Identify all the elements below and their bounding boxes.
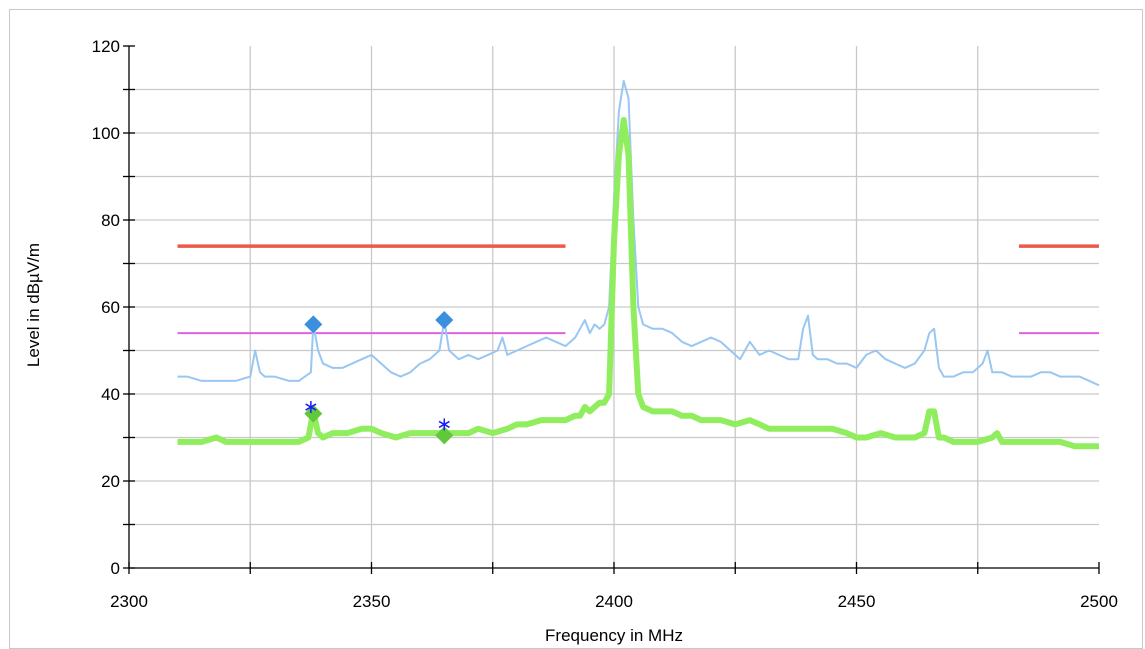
y-tick-label: 20: [101, 472, 120, 491]
x-tick-label: 2300: [110, 592, 148, 611]
trace-line: [177, 79, 1100, 387]
diamond-marker: [304, 404, 323, 423]
asterisk-stroke: [305, 403, 317, 411]
x-axis-title: Frequency in MHz: [545, 626, 683, 645]
diamond-marker: [304, 315, 323, 334]
x-tick-label: 2400: [595, 592, 633, 611]
y-axis-title: Level in dBµV/m: [24, 243, 43, 367]
y-tick-label: 80: [101, 211, 120, 230]
y-tick-label: 100: [92, 124, 120, 143]
y-tick-label: 120: [92, 37, 120, 56]
peak-markers: [304, 311, 454, 445]
tick-labels: 2300 2350 2400 2450 2500 0 20 40 60 80 100 120: [92, 37, 1118, 611]
diamond-marker: [435, 311, 454, 330]
axes: [123, 45, 1100, 574]
asterisk-stroke: [438, 420, 450, 429]
y-tick-label: 60: [101, 298, 120, 317]
asterisk-marker: [438, 418, 450, 431]
x-tick-label: 2450: [838, 592, 876, 611]
limit-lines: [177, 244, 1099, 335]
x-tick-label: 2500: [1080, 592, 1118, 611]
trace-line: [177, 117, 1099, 450]
asterisk-marker: [305, 401, 317, 414]
y-tick-label: 40: [101, 385, 120, 404]
y-tick-label: 0: [111, 559, 120, 578]
x-tick-label: 2350: [353, 592, 391, 611]
diamond-marker: [435, 426, 454, 445]
trace-lines: [177, 79, 1100, 450]
